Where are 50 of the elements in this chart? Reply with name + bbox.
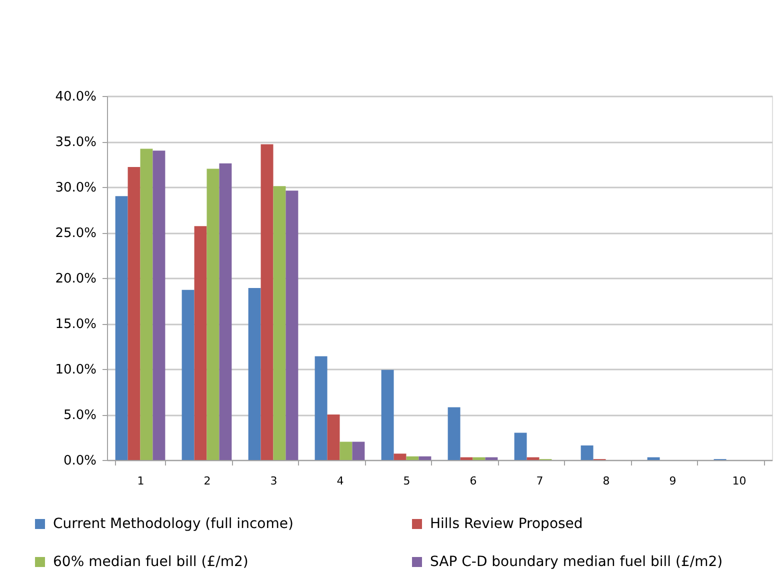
- bar: [514, 432, 527, 460]
- y-tick-label: 25.0%: [55, 226, 96, 241]
- legend-label: 60% median fuel bill (£/m2): [53, 554, 248, 570]
- legend-label: Hills Review Proposed: [430, 516, 583, 532]
- x-tick-label: 9: [669, 474, 676, 488]
- y-tick-label: 0.0%: [63, 454, 96, 468]
- x-tick-label: 5: [403, 474, 410, 488]
- y-tick-label: 15.0%: [55, 317, 96, 332]
- bar: [286, 190, 298, 460]
- bar: [394, 454, 406, 460]
- legend-label: Current Methodology (full income): [53, 516, 294, 532]
- bar: [152, 150, 166, 460]
- x-tick-label: 3: [270, 474, 278, 488]
- x-tick-label: 8: [602, 474, 610, 488]
- bar: [115, 196, 128, 460]
- bar: [140, 148, 153, 460]
- bar: [647, 457, 660, 460]
- bar: [460, 457, 473, 460]
- bar: [580, 445, 594, 460]
- x-tick-label: 10: [732, 474, 746, 488]
- y-tick-label: 20.0%: [55, 272, 96, 286]
- y-tick-label: 10.0%: [55, 362, 96, 378]
- x-tick-label: 2: [204, 474, 211, 488]
- bar: [273, 186, 286, 460]
- x-tick-label: 4: [336, 474, 344, 488]
- bar: [340, 442, 352, 460]
- bar: [406, 456, 419, 460]
- x-tick-label: 1: [137, 474, 144, 488]
- bar: [260, 144, 274, 460]
- y-tick-label: 5.0%: [63, 408, 96, 423]
- y-tick-label: 40.0%: [55, 90, 96, 104]
- bar: [526, 457, 540, 460]
- bar: [206, 168, 220, 460]
- bar: [418, 456, 432, 460]
- bar: [327, 414, 340, 460]
- bar: [182, 290, 194, 460]
- bar: [128, 166, 140, 460]
- y-tick-label: 35.0%: [55, 135, 96, 150]
- bar: [381, 370, 394, 460]
- bar: [194, 226, 207, 460]
- x-tick-label: 6: [470, 474, 477, 488]
- bar: [314, 356, 328, 460]
- bar: [448, 407, 460, 460]
- bar: [352, 442, 365, 460]
- bar: [219, 163, 232, 460]
- bar: [248, 288, 261, 460]
- x-tick-label: 7: [536, 474, 544, 488]
- y-tick-label: 30.0%: [55, 180, 96, 196]
- bar: [485, 457, 498, 460]
- legend-label: SAP C-D boundary median fuel bill (£/m2): [430, 554, 723, 570]
